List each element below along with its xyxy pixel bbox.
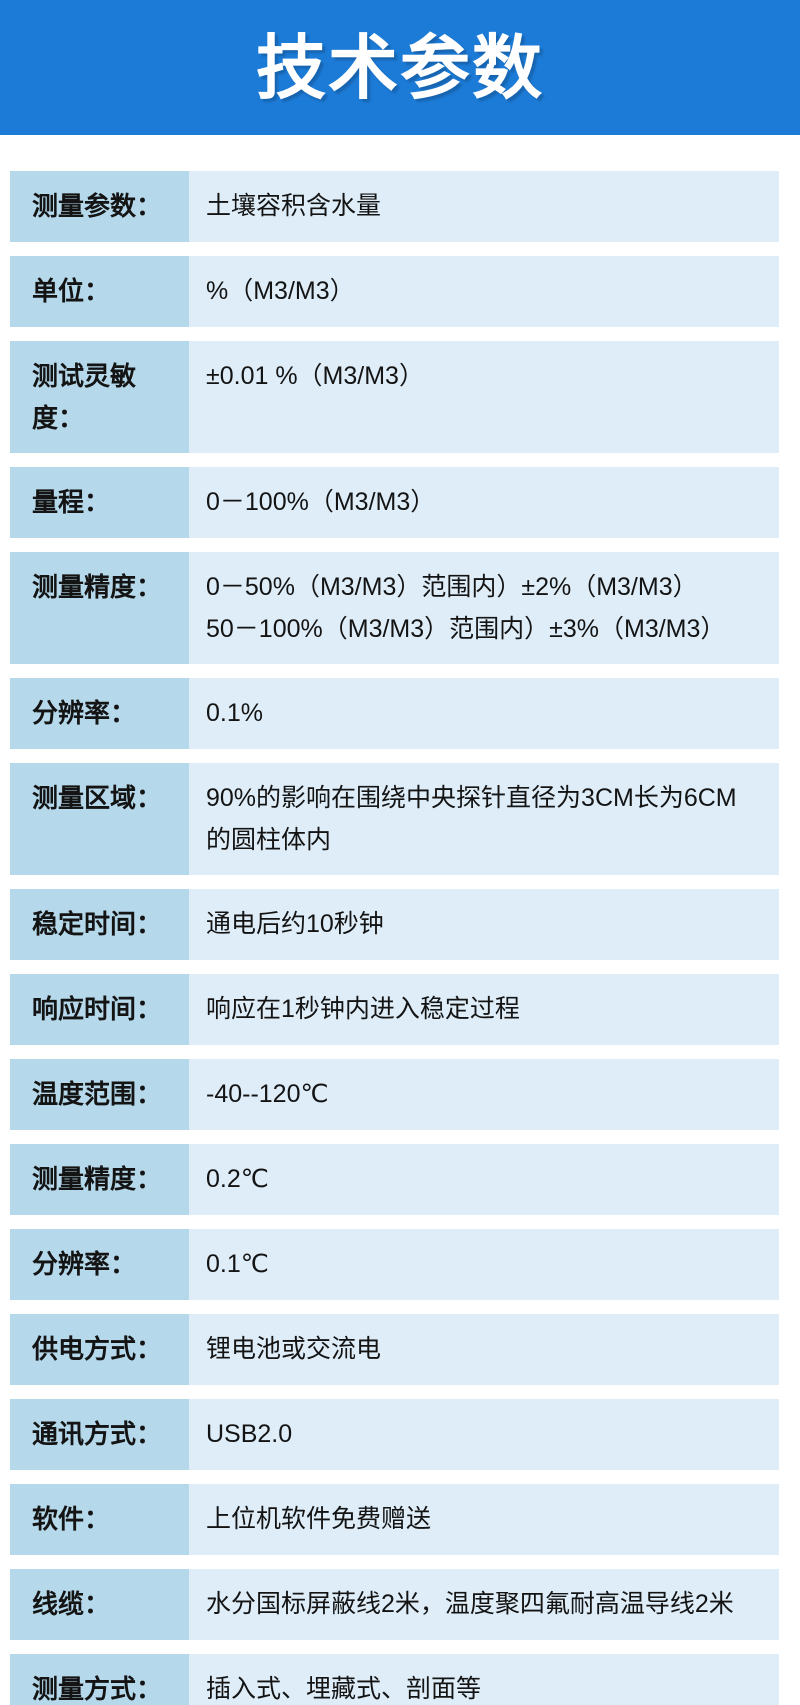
spec-value: 插入式、埋藏式、剖面等 xyxy=(189,1654,779,1705)
spec-value-line: 插入式、埋藏式、剖面等 xyxy=(206,1675,482,1703)
spec-value-line: 0.1℃ xyxy=(206,1250,269,1278)
spec-label: 线缆： xyxy=(10,1569,189,1640)
spec-row: 测量参数： 土壤容积含水量 xyxy=(10,171,779,242)
spec-value-line: 通电后约10秒钟 xyxy=(206,910,384,938)
spec-value: USB2.0 xyxy=(189,1399,779,1470)
spec-row: 分辨率： 0.1% xyxy=(10,678,779,749)
spec-label: 测试灵敏度： xyxy=(10,341,189,453)
spec-row: 供电方式： 锂电池或交流电 xyxy=(10,1314,779,1385)
spec-value: 0.2℃ xyxy=(189,1144,779,1215)
spec-label: 通讯方式： xyxy=(10,1399,189,1470)
spec-value: 90%的影响在围绕中央探针直径为3CM长为6CM 的圆柱体内 xyxy=(189,763,779,875)
spec-label: 测量区域： xyxy=(10,763,189,875)
spec-value: 0－50%（M3/M3）范围内）±2%（M3/M3） 50－100%（M3/M3）… xyxy=(189,552,779,664)
spec-row: 量程： 0－100%（M3/M3） xyxy=(10,467,779,538)
spec-value-line: -40--120℃ xyxy=(206,1080,329,1108)
spec-label: 分辨率： xyxy=(10,678,189,749)
spec-table: 测量参数： 土壤容积含水量 单位： %（M3/M3） 测试灵敏度： ±0.01 … xyxy=(10,171,779,1705)
spec-value: 0－100%（M3/M3） xyxy=(189,467,779,538)
spec-row: 响应时间： 响应在1秒钟内进入稳定过程 xyxy=(10,974,779,1045)
spec-row: 通讯方式： USB2.0 xyxy=(10,1399,779,1470)
spec-value-line: %（M3/M3） xyxy=(206,277,355,305)
spec-row: 测量方式： 插入式、埋藏式、剖面等 xyxy=(10,1654,779,1705)
spec-label: 单位： xyxy=(10,256,189,327)
spec-value-line: ±0.01 %（M3/M3） xyxy=(206,362,424,390)
spec-value-line: 0－100%（M3/M3） xyxy=(206,488,436,516)
spec-value: %（M3/M3） xyxy=(189,256,779,327)
spec-value-line: 上位机软件免费赠送 xyxy=(206,1505,432,1533)
spec-label: 温度范围： xyxy=(10,1059,189,1130)
spec-value: 通电后约10秒钟 xyxy=(189,889,779,960)
header-banner: 技术参数 xyxy=(0,0,800,135)
spec-value-line: 锂电池或交流电 xyxy=(206,1335,382,1363)
spec-row: 测量精度： 0.2℃ xyxy=(10,1144,779,1215)
spec-label: 稳定时间： xyxy=(10,889,189,960)
spec-value: 0.1% xyxy=(189,678,779,749)
spec-value-line: 90%的影响在围绕中央探针直径为3CM长为6CM xyxy=(206,784,737,812)
spec-value-line: 0.1% xyxy=(206,699,263,727)
spec-value-line: 响应在1秒钟内进入稳定过程 xyxy=(206,995,520,1023)
spec-label: 响应时间： xyxy=(10,974,189,1045)
spec-value: 水分国标屏蔽线2米，温度聚四氟耐高温导线2米 xyxy=(189,1569,779,1640)
spec-value-line: 土壤容积含水量 xyxy=(206,192,382,220)
spec-row: 测量精度： 0－50%（M3/M3）范围内）±2%（M3/M3） 50－100%（… xyxy=(10,552,779,664)
spec-row: 温度范围： -40--120℃ xyxy=(10,1059,779,1130)
spec-value-line: 的圆柱体内 xyxy=(206,826,332,854)
spec-label: 供电方式： xyxy=(10,1314,189,1385)
spec-label: 分辨率： xyxy=(10,1229,189,1300)
spec-value-line: 50－100%（M3/M3）范围内）±3%（M3/M3） xyxy=(206,615,726,643)
spec-label: 测量方式： xyxy=(10,1654,189,1705)
spec-row: 稳定时间： 通电后约10秒钟 xyxy=(10,889,779,960)
spec-value: 响应在1秒钟内进入稳定过程 xyxy=(189,974,779,1045)
page-title: 技术参数 xyxy=(256,28,544,107)
spec-value: 0.1℃ xyxy=(189,1229,779,1300)
spec-label: 测量精度： xyxy=(10,1144,189,1215)
spec-row: 线缆： 水分国标屏蔽线2米，温度聚四氟耐高温导线2米 xyxy=(10,1569,779,1640)
spec-row: 测试灵敏度： ±0.01 %（M3/M3） xyxy=(10,341,779,453)
spec-value: -40--120℃ xyxy=(189,1059,779,1130)
spec-value: 上位机软件免费赠送 xyxy=(189,1484,779,1555)
spec-value-line: 0－50%（M3/M3）范围内）±2%（M3/M3） xyxy=(206,573,698,601)
spec-value: 锂电池或交流电 xyxy=(189,1314,779,1385)
spec-row: 分辨率： 0.1℃ xyxy=(10,1229,779,1300)
spec-row: 测量区域： 90%的影响在围绕中央探针直径为3CM长为6CM 的圆柱体内 xyxy=(10,763,779,875)
spec-value: 土壤容积含水量 xyxy=(189,171,779,242)
spec-value-line: 水分国标屏蔽线2米，温度聚四氟耐高温导线2米 xyxy=(206,1590,734,1618)
spec-label: 量程： xyxy=(10,467,189,538)
spec-row: 单位： %（M3/M3） xyxy=(10,256,779,327)
spec-label: 测量精度： xyxy=(10,552,189,664)
spec-value-line: 0.2℃ xyxy=(206,1165,269,1193)
spec-row: 软件： 上位机软件免费赠送 xyxy=(10,1484,779,1555)
spec-value: ±0.01 %（M3/M3） xyxy=(189,341,779,453)
spec-label: 软件： xyxy=(10,1484,189,1555)
spec-value-line: USB2.0 xyxy=(206,1420,293,1448)
spec-label: 测量参数： xyxy=(10,171,189,242)
